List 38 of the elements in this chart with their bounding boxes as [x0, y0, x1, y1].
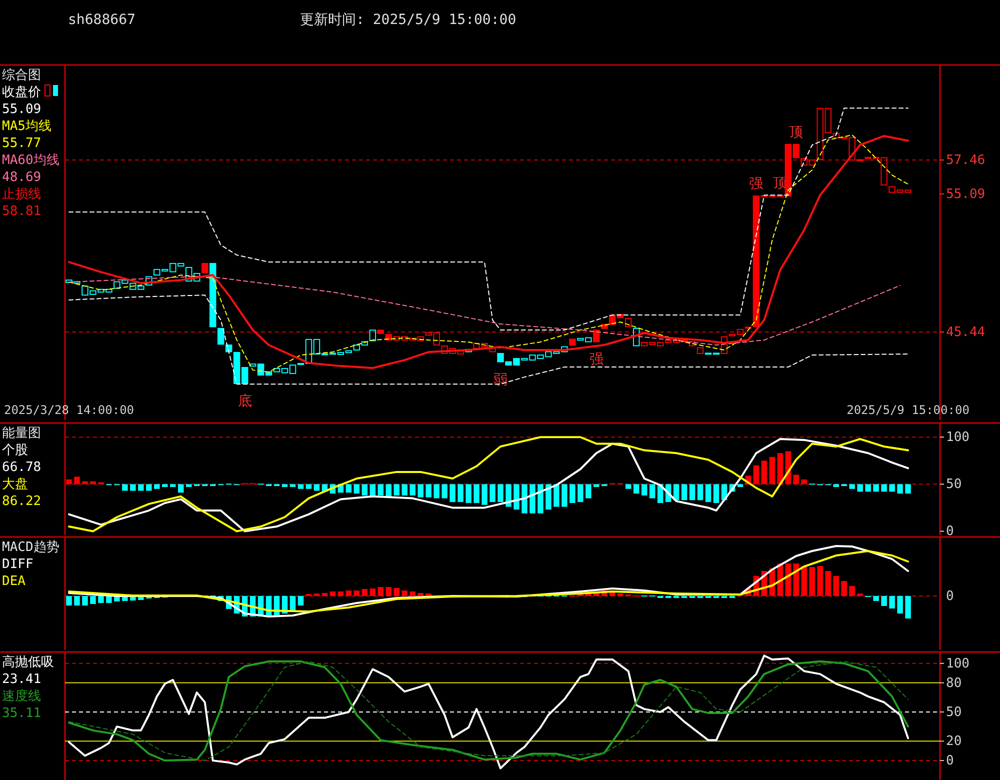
y-tick-label: 20 — [946, 734, 962, 750]
text: 强 — [589, 352, 604, 368]
text: 更新时间: 2025/5/9 15:00:00 — [300, 12, 516, 28]
y-tick-label: 50 — [946, 704, 962, 720]
chart-title: MACD趋势 — [2, 540, 60, 555]
text: MA5均线 — [2, 119, 52, 134]
y-tick-label: 50 — [946, 477, 962, 492]
text: 86.22 — [2, 494, 42, 509]
legend-label: 收盘价 — [2, 85, 41, 100]
text: 23.41 — [2, 672, 42, 687]
text: 高抛低吸 — [2, 654, 54, 670]
chart-title: 综合图 — [2, 68, 41, 83]
text: 个股 — [2, 443, 28, 458]
text: 55.77 — [2, 136, 42, 151]
text: sh688667 — [68, 12, 136, 28]
y-tick-label: 80 — [946, 676, 962, 691]
y-tick-label: 45.44 — [946, 325, 986, 340]
y-tick-label: 100 — [946, 430, 970, 446]
text: 大盘 — [2, 477, 28, 492]
y-tick-label: 100 — [946, 656, 970, 672]
text: 48.69 — [2, 170, 42, 185]
text: DEA — [2, 574, 26, 589]
text: 强 — [749, 176, 764, 192]
y-tick-label: 57.46 — [946, 153, 986, 168]
y-tick-label: 0 — [946, 524, 954, 540]
text: 35.11 — [2, 706, 42, 721]
text: 止损线 — [2, 187, 41, 202]
text: 58.81 — [2, 204, 42, 219]
text: DIFF — [2, 557, 34, 572]
text: 55.09 — [2, 102, 42, 117]
text: 底 — [238, 394, 252, 410]
text: 66.78 — [2, 460, 42, 475]
text: 顶 — [789, 124, 804, 140]
y-tick-label: 55.09 — [946, 186, 986, 202]
chart-title: 能量图 — [2, 426, 41, 441]
text: 速度线 — [2, 688, 41, 704]
y-tick-label: 0 — [946, 754, 954, 769]
text: MA60均线 — [2, 153, 60, 168]
